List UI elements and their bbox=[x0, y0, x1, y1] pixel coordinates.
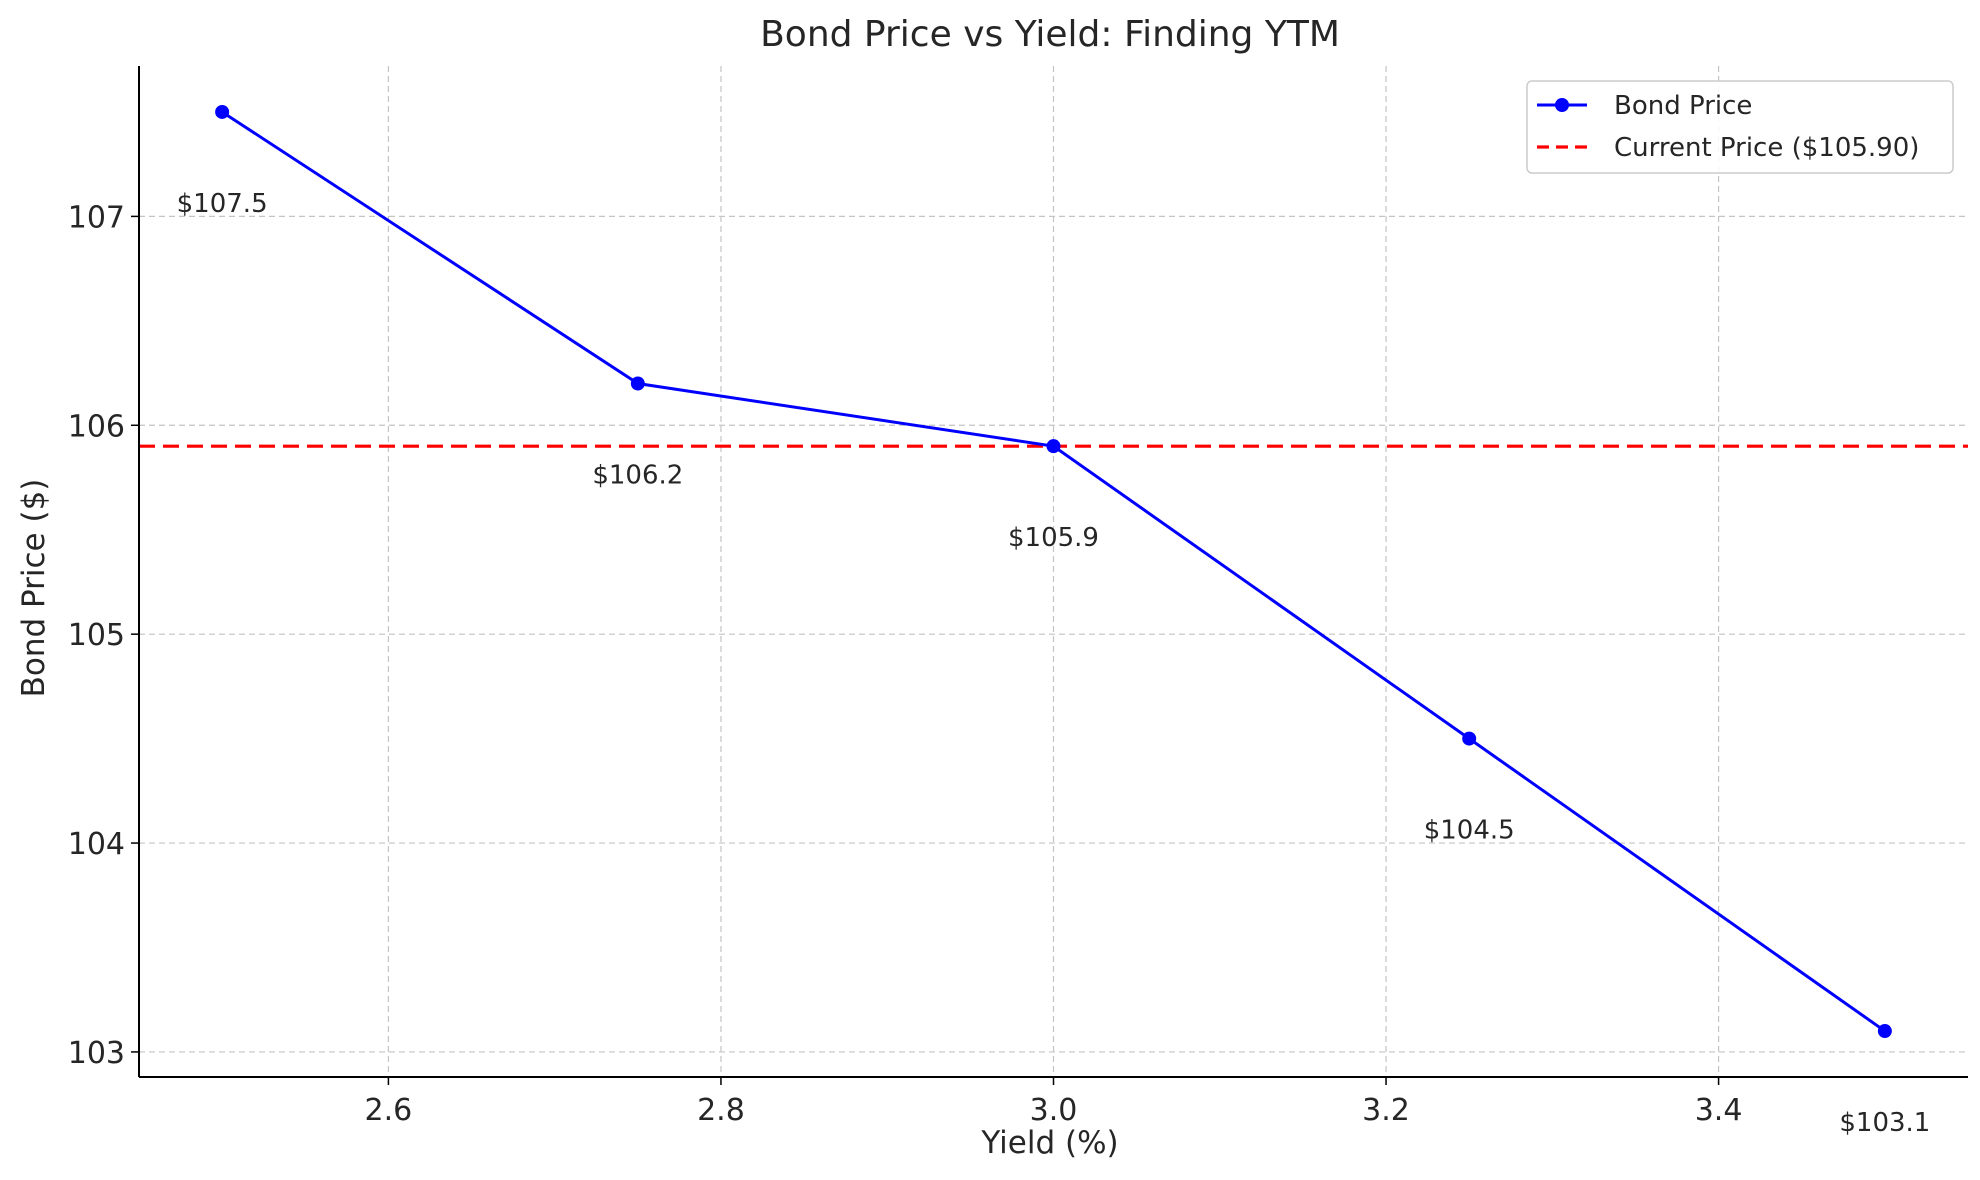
data-point bbox=[630, 376, 645, 391]
data-point bbox=[1877, 1024, 1892, 1039]
ticks: 2.6 2.8 3.0 3.2 3.4 103 104 105 106 107 bbox=[68, 200, 1743, 1128]
grid bbox=[139, 66, 1968, 1077]
data-point bbox=[1046, 439, 1061, 454]
x-axis-label: Yield (%) bbox=[980, 1125, 1118, 1161]
data-point bbox=[1462, 731, 1477, 746]
data-label: $104.5 bbox=[1424, 816, 1515, 846]
legend-marker-bond-price bbox=[1555, 98, 1569, 112]
x-tick-label: 3.0 bbox=[1030, 1093, 1078, 1128]
x-tick-label: 2.8 bbox=[697, 1093, 745, 1128]
x-tick-label: 3.2 bbox=[1362, 1093, 1410, 1128]
chart-title: Bond Price vs Yield: Finding YTM bbox=[760, 14, 1340, 55]
data-point bbox=[215, 104, 230, 119]
legend-label-bond-price: Bond Price bbox=[1614, 91, 1752, 121]
y-tick-label: 103 bbox=[68, 1036, 125, 1071]
y-axis-label: Bond Price ($) bbox=[16, 479, 52, 698]
data-label: $103.1 bbox=[1839, 1108, 1930, 1138]
y-tick-label: 107 bbox=[68, 200, 125, 235]
legend: Bond Price Current Price ($105.90) bbox=[1526, 80, 1954, 174]
series bbox=[215, 104, 1892, 1039]
y-tick-label: 104 bbox=[68, 827, 125, 862]
data-label: $107.5 bbox=[177, 189, 268, 219]
y-tick-label: 106 bbox=[68, 409, 125, 444]
x-tick-label: 3.4 bbox=[1695, 1093, 1743, 1128]
data-label: $106.2 bbox=[592, 461, 683, 491]
legend-box bbox=[1526, 80, 1954, 174]
data-labels: $107.5 $106.2 $105.9 $104.5 $103.1 bbox=[177, 189, 1931, 1138]
y-tick-label: 105 bbox=[68, 618, 125, 653]
x-tick-label: 2.6 bbox=[365, 1093, 413, 1128]
data-label: $105.9 bbox=[1008, 523, 1099, 553]
legend-label-current-price: Current Price ($105.90) bbox=[1614, 133, 1919, 163]
